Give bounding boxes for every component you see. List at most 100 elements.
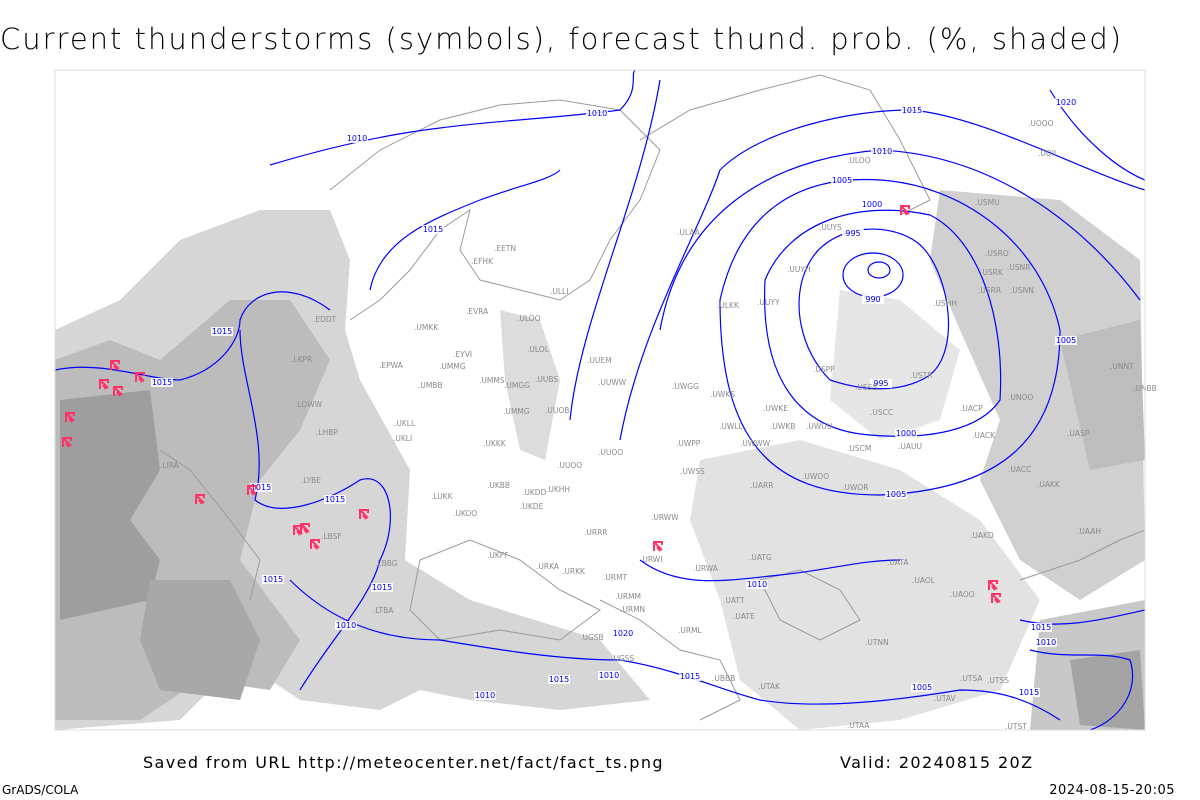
station-label: .UUOO (598, 448, 623, 457)
station-label: .UAOL (912, 576, 936, 585)
thunderstorm-symbol-icon (300, 523, 310, 534)
software-credit: GrADS/COLA (2, 783, 79, 797)
station-label: .EPWA (379, 361, 404, 370)
station-label: .UWKB (770, 422, 795, 431)
station-label: .EDDT (313, 315, 337, 324)
station-label: .UMMG (503, 407, 530, 416)
station-label: .LYBE (301, 476, 321, 485)
station-label: .EVRA (466, 307, 489, 316)
station-label: .LHBP (316, 428, 338, 437)
generated-timestamp: 2024-08-15-20:05 (1049, 783, 1175, 798)
station-label: .UWSS (680, 467, 705, 476)
isobar-label: 1010 (1036, 638, 1056, 647)
station-label: .UWKS (710, 390, 735, 399)
isobar-label: 1005 (912, 683, 932, 692)
valid-time-text: Valid: 20240815 20Z (840, 753, 1034, 772)
station-label: .UATE (733, 612, 755, 621)
station-label: .UKFF (487, 551, 508, 560)
station-label: .ULOL (527, 345, 550, 354)
station-label: .URMN (620, 605, 645, 614)
station-label: .UTSA (960, 674, 983, 683)
isobar-label: 1015 (251, 483, 271, 492)
station-label: .USSS (855, 383, 877, 392)
station-label: .UGSB (580, 633, 604, 642)
station-label: .UNOO (1008, 393, 1033, 402)
isobar-label: 1010 (475, 691, 495, 700)
station-label: .UKHH (546, 485, 570, 494)
station-label: .URWA (693, 564, 719, 573)
isobar-label: 1015 (680, 672, 700, 681)
station-label: .UATA (887, 558, 909, 567)
station-label: .UGSS (611, 654, 634, 663)
station-label: .EFHK (471, 257, 494, 266)
isobar-label: 1000 (896, 429, 916, 438)
isobar-label: 1010 (599, 671, 619, 680)
station-label: .USCM (847, 444, 871, 453)
station-label: .UWWW (740, 439, 771, 448)
station-label: .UACC (1008, 465, 1031, 474)
thunderstorm-symbol-icon (653, 541, 663, 552)
station-label: .URMT (603, 573, 628, 582)
isobar-label: 1020 (1056, 98, 1076, 107)
station-label: .UAUU (898, 442, 922, 451)
isobar-label: 1015 (212, 327, 232, 336)
thunderstorm-symbol-icon (310, 539, 320, 550)
isobar-label: 1010 (587, 109, 607, 118)
station-label: .UWUU (806, 422, 832, 431)
station-label: .ULLI (550, 287, 568, 296)
map-border (54, 69, 1146, 731)
station-label: .UKDD (522, 488, 547, 497)
thunderstorm-symbol-icon (110, 360, 120, 371)
station-label: .URRR (584, 528, 608, 537)
station-label: .UOOO (1028, 119, 1054, 128)
station-label: .UUWW (598, 378, 627, 387)
station-label: .UWPP (676, 439, 701, 448)
station-label: .USHH (933, 299, 957, 308)
thunderstorm-symbol-icon (135, 372, 145, 383)
station-label: .UUYY (757, 298, 780, 307)
station-label: .UUOB (545, 406, 569, 415)
station-label: .USRK (980, 268, 1004, 277)
station-label: .UMMG (439, 362, 466, 371)
station-label: .UATT (723, 596, 745, 605)
thunderstorm-symbol-icon (62, 437, 72, 448)
station-label: .URMM (615, 592, 641, 601)
station-label: .UKKK (483, 439, 507, 448)
station-label: .UKLL (394, 419, 416, 428)
station-label: .UMBB (418, 381, 443, 390)
station-label: .EETN (494, 244, 516, 253)
station-label: .LUKK (431, 492, 454, 501)
isobar-label: 990 (865, 295, 880, 304)
station-label: .UUYS (819, 223, 842, 232)
isobar-label: 1015 (902, 106, 922, 115)
thunderstorm-symbol-icon (988, 580, 998, 591)
station-label: .UWKE (763, 404, 788, 413)
thunderstorm-symbols (62, 205, 1001, 604)
isobar-label: 1000 (862, 200, 882, 209)
isobar-label: 1015 (423, 225, 443, 234)
station-label: .UAKD (970, 531, 994, 540)
station-label: .UWOO (802, 472, 829, 481)
thunderstorm-symbol-icon (65, 412, 75, 423)
station-label: .UWOR (842, 483, 868, 492)
isobar-label: 1020 (613, 629, 633, 638)
station-label: .UWLL (719, 422, 743, 431)
station-label: .LKPR (291, 355, 312, 364)
station-label: .LOWW (295, 400, 323, 409)
station-label: .UKOO (453, 509, 477, 518)
station-label: .UTAK (758, 682, 781, 691)
station-label: .UUEM (587, 356, 612, 365)
station-label: .UACP (960, 404, 983, 413)
station-label: .URML (678, 626, 703, 635)
isobar-label: 1015 (263, 575, 283, 584)
isobar-labels: 1010 1010 1015 1020 1010 1005 1000 995 990 995 100… (151, 98, 1077, 700)
station-label: .UBBB (712, 674, 735, 683)
station-label: .USPP (813, 365, 835, 374)
station-label: .UOII (1038, 149, 1056, 158)
station-label: .UNNT (1110, 362, 1134, 371)
station-label: .URWW (651, 513, 679, 522)
station-label: .USRO (985, 249, 1009, 258)
isobar-label: 1015 (372, 583, 392, 592)
thunderstorm-symbol-icon (113, 386, 123, 397)
